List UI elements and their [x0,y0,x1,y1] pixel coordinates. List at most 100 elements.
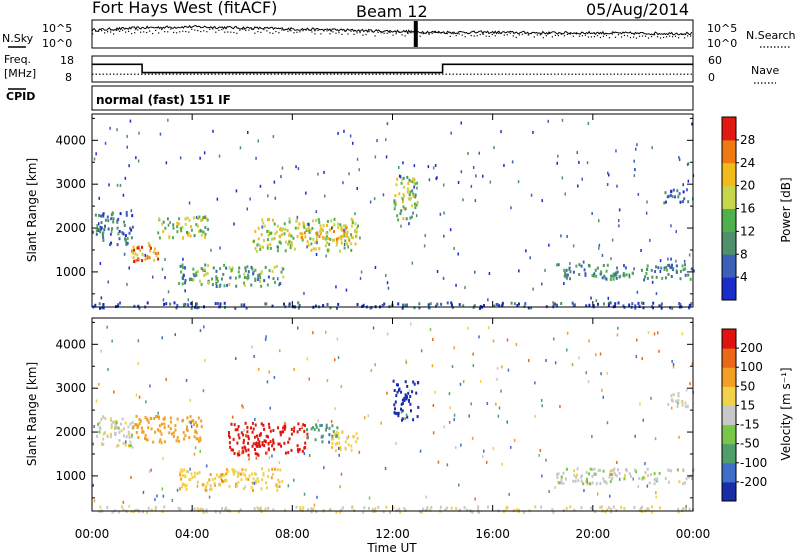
scatter-cell [233,222,235,226]
data-cell [573,508,576,512]
data-cell [323,237,326,241]
scatter-cell [687,162,690,166]
data-cell [317,218,320,222]
data-cell [631,302,634,306]
data-cell [677,195,680,199]
data-cell [193,474,196,478]
data-cell [280,430,283,434]
data-cell [100,214,103,218]
data-cell [243,272,246,276]
data-cell [137,424,140,428]
nsearch-point [566,33,568,35]
scatter-cell [455,446,457,449]
scatter-cell [100,296,103,300]
data-cell [167,424,170,428]
data-cell [224,478,226,482]
data-cell [166,217,169,221]
nsearch-point [161,28,163,31]
data-cell [401,200,404,204]
data-cell [138,418,141,422]
data-cell [274,280,276,284]
scatter-cell [470,184,473,188]
data-cell [263,224,266,228]
data-cell [297,422,300,426]
nsearch-label: N.Search [746,29,796,42]
scatter-cell [273,180,276,184]
data-cell [238,436,241,440]
data-cell [352,435,355,439]
scatter-cell [610,257,612,261]
data-cell [101,234,104,238]
data-cell [184,484,187,488]
data-cell [191,475,194,479]
scatter-cell [116,219,119,222]
data-cell [261,443,264,447]
data-cell [259,244,262,248]
scatter-cell [161,336,163,340]
scatter-cell [315,210,318,214]
data-cell [182,431,185,435]
data-cell [646,467,649,471]
scatter-cell [606,421,609,425]
data-cell [614,304,616,308]
nsearch-point [500,32,502,34]
scatter-cell [144,253,146,257]
data-cell [184,302,187,306]
data-cell [196,437,199,441]
data-cell [611,469,614,473]
scatter-cell [119,183,122,187]
data-cell [393,207,396,211]
data-cell [405,395,408,398]
scatter-cell [324,194,326,198]
data-cell [623,264,625,268]
nsearch-point [407,32,409,34]
data-cell [274,232,277,236]
data-cell [297,226,300,230]
data-cell [112,220,115,224]
data-cell [413,306,416,310]
data-cell [257,453,260,457]
data-cell [243,283,246,287]
data-cell [282,267,285,271]
nsearch-point [596,35,599,37]
nsearch-point [443,32,445,34]
scatter-cell [398,174,401,178]
data-cell [340,237,343,241]
scatter-cell [618,224,620,228]
data-cell [268,426,271,429]
colorbar-segment [722,185,736,209]
scatter-cell [534,414,536,418]
data-cell [315,423,318,427]
scatter-cell [241,451,243,455]
freq-right-tick-low: 0 [708,71,715,84]
data-cell [622,304,625,308]
data-cell [565,276,568,280]
nsearch-point [575,33,578,35]
nsearch-point [173,31,175,34]
data-cell [276,224,279,228]
scatter-cell [128,444,130,448]
data-cell [397,411,400,415]
data-cell [346,230,349,234]
data-cell [261,478,264,482]
data-cell [353,435,356,439]
nsearch-point [329,33,331,35]
data-cell [163,440,166,444]
scatter-cell [636,338,638,342]
data-cell [343,224,346,228]
data-cell [577,479,580,483]
scatter-cell [650,396,652,400]
data-cell [605,277,608,281]
nsearch-point [188,31,190,33]
nsearch-point [584,34,587,36]
data-cell [329,306,332,310]
freq-right-tick-high: 60 [708,54,722,67]
scatter-cell [453,418,455,422]
data-cell [271,467,274,471]
scatter-cell [138,131,140,135]
nsearch-point [344,30,346,33]
scatter-cell [303,492,306,496]
nsearch-point [248,29,250,31]
freq-label-line2: [MHz] [4,67,36,80]
nsearch-point [308,29,310,31]
